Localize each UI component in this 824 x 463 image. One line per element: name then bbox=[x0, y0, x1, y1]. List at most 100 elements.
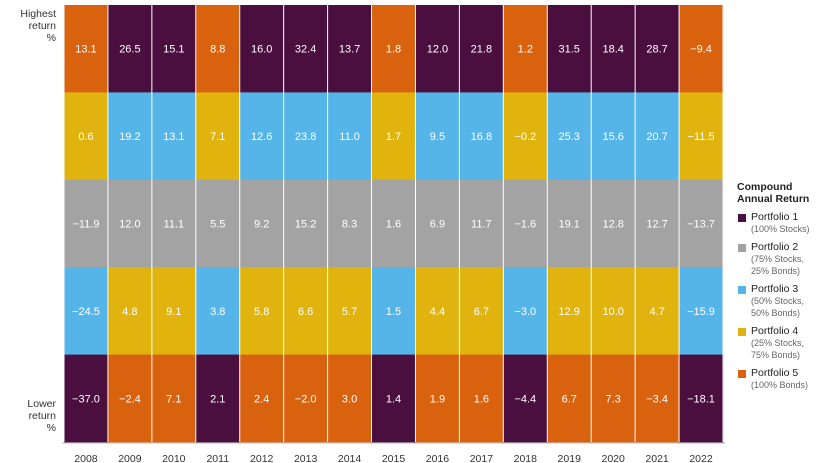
value-label-2008-rank-5: −37.0 bbox=[72, 393, 100, 405]
cell-2018-rank-1 bbox=[503, 5, 548, 93]
y-bottom-label: Lower return % bbox=[0, 398, 56, 434]
value-label-2020-rank-1: 18.4 bbox=[602, 44, 623, 56]
y-top-label-line: % bbox=[46, 32, 56, 44]
cell-2014-rank-1 bbox=[327, 5, 373, 93]
cell-2013-rank-1 bbox=[283, 5, 329, 93]
value-label-2017-rank-1: 21.8 bbox=[471, 44, 492, 56]
value-label-2013-rank-1: 32.4 bbox=[295, 44, 316, 56]
value-label-2014-rank-4: 5.7 bbox=[342, 306, 357, 318]
value-label-2012-rank-1: 16.0 bbox=[251, 44, 272, 56]
value-label-2017-rank-5: 1.6 bbox=[474, 393, 489, 405]
value-label-2013-rank-5: −2.0 bbox=[295, 393, 317, 405]
legend-item-portfolio-4: Portfolio 4 (25% Stocks, 75% Bonds) bbox=[737, 325, 823, 361]
cell-2012-rank-3 bbox=[239, 179, 285, 268]
value-label-2014-rank-5: 3.0 bbox=[342, 393, 357, 405]
x-tick-label-2019: 2019 bbox=[558, 453, 582, 463]
legend-desc: (100% Bonds) bbox=[751, 380, 809, 390]
legend-label: Portfolio 2 bbox=[751, 241, 799, 253]
cell-2021-rank-5 bbox=[635, 354, 680, 443]
legend-title: Compound Annual Return bbox=[737, 181, 823, 205]
value-label-2009-rank-2: 19.2 bbox=[119, 131, 140, 143]
cell-2013-rank-2 bbox=[283, 92, 329, 181]
value-label-2011-rank-3: 5.5 bbox=[210, 219, 225, 231]
legend-item-portfolio-5: Portfolio 5 (100% Bonds) bbox=[737, 367, 823, 391]
cell-2022-rank-3 bbox=[679, 179, 724, 268]
legend-item-portfolio-2: Portfolio 2 (75% Stocks, 25% Bonds) bbox=[737, 241, 823, 277]
legend-title-line: Compound bbox=[737, 181, 793, 193]
cell-2022-rank-1 bbox=[679, 5, 724, 93]
value-label-2009-rank-3: 12.0 bbox=[119, 219, 140, 231]
cell-2009-rank-1 bbox=[107, 5, 153, 93]
x-tick-label-2021: 2021 bbox=[645, 453, 669, 463]
cell-2016-rank-2 bbox=[415, 92, 460, 181]
value-label-2014-rank-2: 11.0 bbox=[339, 131, 360, 143]
cell-2015-rank-1 bbox=[371, 5, 417, 93]
cell-2008-rank-5 bbox=[64, 354, 109, 443]
cell-2013-rank-5 bbox=[283, 354, 329, 443]
value-label-2021-rank-4: 4.7 bbox=[649, 306, 664, 318]
value-label-2016-rank-4: 4.4 bbox=[430, 306, 445, 318]
value-label-2012-rank-3: 9.2 bbox=[254, 219, 269, 231]
cell-2015-rank-3 bbox=[371, 179, 417, 268]
value-label-2013-rank-2: 23.8 bbox=[295, 131, 316, 143]
legend-desc: 75% Bonds) bbox=[751, 350, 801, 360]
y-bottom-label-line: % bbox=[46, 422, 56, 434]
x-tick-label-2012: 2012 bbox=[250, 453, 274, 463]
y-bottom-label-line: Lower bbox=[27, 398, 56, 410]
cell-2020-rank-5 bbox=[591, 354, 636, 443]
value-label-2011-rank-1: 8.8 bbox=[210, 44, 225, 56]
legend-desc: 25% Bonds) bbox=[751, 266, 801, 276]
value-label-2017-rank-4: 6.7 bbox=[474, 306, 489, 318]
x-tick-label-2017: 2017 bbox=[470, 453, 494, 463]
value-label-2021-rank-1: 28.7 bbox=[646, 44, 667, 56]
value-label-2013-rank-3: 15.2 bbox=[295, 219, 316, 231]
y-top-label-line: return bbox=[28, 20, 56, 32]
value-label-2010-rank-4: 9.1 bbox=[166, 306, 181, 318]
cell-2012-rank-4 bbox=[239, 267, 285, 355]
cell-2022-rank-5 bbox=[679, 354, 724, 443]
value-label-2019-rank-2: 25.3 bbox=[559, 131, 580, 143]
cell-2013-rank-4 bbox=[283, 267, 329, 355]
cell-2009-rank-5 bbox=[107, 354, 153, 443]
cell-2008-rank-1 bbox=[64, 5, 109, 93]
x-tick-label-2020: 2020 bbox=[601, 453, 625, 463]
cell-2014-rank-3 bbox=[327, 179, 373, 268]
cell-2020-rank-3 bbox=[591, 179, 636, 268]
cell-2019-rank-2 bbox=[547, 92, 592, 181]
cell-2011-rank-2 bbox=[195, 92, 241, 181]
value-label-2011-rank-4: 3.8 bbox=[210, 306, 225, 318]
value-label-2021-rank-2: 20.7 bbox=[646, 131, 667, 143]
cell-2020-rank-2 bbox=[591, 92, 636, 181]
value-label-2010-rank-1: 15.1 bbox=[163, 44, 184, 56]
value-label-2014-rank-3: 8.3 bbox=[342, 219, 357, 231]
legend-label: Portfolio 1 bbox=[751, 211, 799, 223]
value-label-2022-rank-4: −15.9 bbox=[687, 306, 715, 318]
x-tick-label-2013: 2013 bbox=[294, 453, 318, 463]
value-label-2009-rank-1: 26.5 bbox=[119, 44, 140, 56]
value-label-2015-rank-4: 1.5 bbox=[386, 306, 401, 318]
legend-swatch bbox=[738, 370, 746, 378]
value-label-2018-rank-5: −4.4 bbox=[514, 393, 536, 405]
cell-2015-rank-5 bbox=[371, 354, 417, 443]
cell-2020-rank-1 bbox=[591, 5, 636, 93]
cell-2021-rank-1 bbox=[635, 5, 680, 93]
cell-2019-rank-3 bbox=[547, 179, 592, 268]
cell-2022-rank-2 bbox=[679, 92, 724, 181]
value-label-2017-rank-3: 11.7 bbox=[471, 219, 492, 231]
value-label-2021-rank-5: −3.4 bbox=[646, 393, 668, 405]
value-label-2021-rank-3: 12.7 bbox=[646, 219, 667, 231]
cell-2017-rank-2 bbox=[459, 92, 504, 181]
x-tick-label-2015: 2015 bbox=[382, 453, 406, 463]
value-label-2022-rank-3: −13.7 bbox=[687, 219, 715, 231]
cell-2010-rank-2 bbox=[151, 92, 197, 181]
value-label-2018-rank-3: −1.6 bbox=[514, 219, 536, 231]
x-tick-label-2016: 2016 bbox=[426, 453, 450, 463]
value-label-2018-rank-2: −0.2 bbox=[514, 131, 536, 143]
value-label-2012-rank-2: 12.6 bbox=[251, 131, 272, 143]
value-label-2010-rank-2: 13.1 bbox=[163, 131, 184, 143]
legend-label: Portfolio 5 bbox=[751, 367, 799, 379]
cell-2008-rank-2 bbox=[64, 92, 109, 181]
x-tick-label-2008: 2008 bbox=[74, 453, 98, 463]
legend-title-line: Annual Return bbox=[737, 193, 810, 205]
